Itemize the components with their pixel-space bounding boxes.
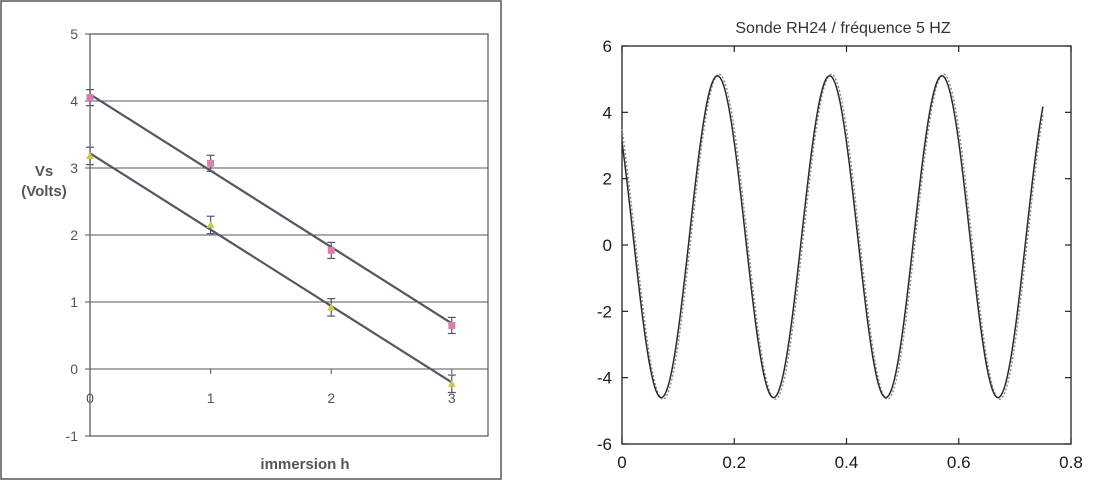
right-x-tick-label: 0.6 xyxy=(947,453,971,472)
left-x-tick-label: 0 xyxy=(86,390,94,406)
left-ticks xyxy=(85,33,453,437)
left-chart: -1 0 1 2 3 4 5 0 1 2 3 Vs (Volts) immersion h xyxy=(0,0,502,480)
right-y-tick-label: 0 xyxy=(603,236,612,255)
left-data-point xyxy=(447,316,456,335)
right-curves xyxy=(621,73,1044,400)
right-x-tick-label: 0.8 xyxy=(1059,453,1083,472)
left-fit-line xyxy=(89,152,453,384)
right-curve-dotted xyxy=(621,73,1044,400)
right-x-tick-label: 0.4 xyxy=(835,453,859,472)
right-ticks xyxy=(621,45,1072,445)
left-fit-line xyxy=(89,93,453,325)
left-y-tick-label: 5 xyxy=(70,26,78,42)
right-y-tick-label: -2 xyxy=(597,302,612,321)
left-x-tick-label: 1 xyxy=(207,390,215,406)
left-y-tick-labels: -1 0 1 2 3 4 5 xyxy=(66,26,79,444)
right-x-tick-label: 0 xyxy=(617,453,626,472)
left-data-point xyxy=(86,89,94,107)
left-x-tick-label: 3 xyxy=(448,390,456,406)
left-ylabel-line1: Vs xyxy=(35,163,53,180)
right-y-tick-label: 6 xyxy=(603,37,612,56)
left-y-tick-label: -1 xyxy=(66,428,79,444)
left-x-tick-label: 2 xyxy=(327,390,335,406)
left-y-tick-label: 3 xyxy=(70,160,78,176)
right-x-tick-label: 0.2 xyxy=(722,453,746,472)
left-y-tick-label: 1 xyxy=(70,294,78,310)
right-y-tick-label: 2 xyxy=(603,170,612,189)
left-fit-lines xyxy=(89,93,453,384)
left-data-point xyxy=(86,146,94,166)
left-xlabel: immersion h xyxy=(260,456,349,473)
right-chart-title: Sonde RH24 / fréquence 5 HZ xyxy=(735,20,950,37)
left-y-tick-label: 4 xyxy=(70,93,78,109)
left-data-point xyxy=(327,241,336,260)
left-ylabel-line2: (Volts) xyxy=(21,183,67,200)
right-y-tick-label: 4 xyxy=(603,103,612,122)
left-data-point xyxy=(206,215,215,235)
left-y-tick-label: 2 xyxy=(70,227,78,243)
left-data-point xyxy=(447,374,456,394)
right-chart: Sonde RH24 / fréquence 5 HZ 6 4 2 0 -2 -4 -6 0… xyxy=(597,20,1083,472)
left-data-point xyxy=(327,298,336,317)
left-data-points xyxy=(86,89,456,394)
left-x-tick-labels: 0 1 2 3 xyxy=(86,390,456,406)
right-y-tick-label: -4 xyxy=(597,369,612,388)
left-y-tick-label: 0 xyxy=(70,361,78,377)
right-curve-solid xyxy=(621,75,1044,399)
left-data-point xyxy=(206,154,215,172)
right-plot-area xyxy=(621,45,1072,445)
right-y-tick-labels: 6 4 2 0 -2 -4 -6 xyxy=(597,37,612,454)
right-y-tick-label: -6 xyxy=(597,435,612,454)
left-gridlines xyxy=(90,100,488,370)
right-x-tick-labels: 0 0.2 0.4 0.6 0.8 xyxy=(617,453,1083,472)
